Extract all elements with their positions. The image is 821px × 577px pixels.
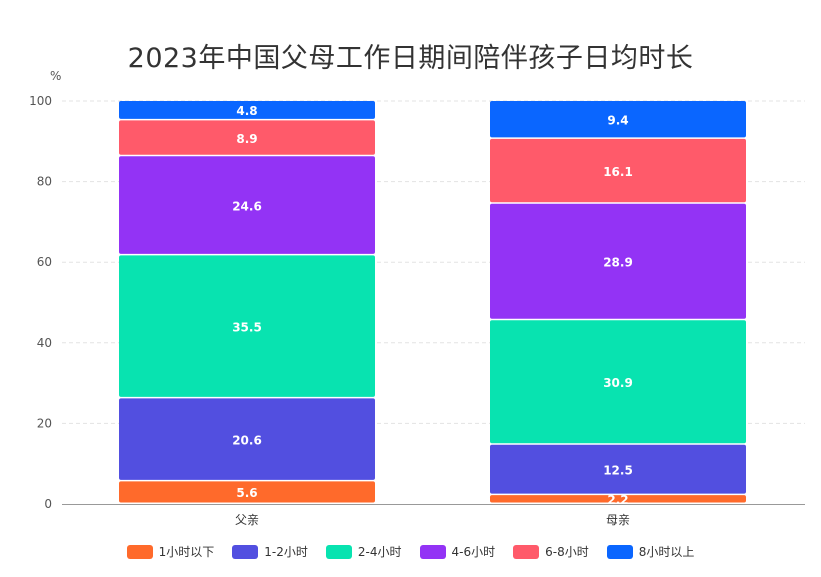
- data-label: 20.6: [232, 433, 262, 447]
- y-tick-label: 20: [37, 416, 52, 430]
- bar-segment: [490, 203, 746, 319]
- legend-swatch: [513, 544, 540, 559]
- legend-label: 2-4小时: [357, 545, 402, 559]
- bar-segment: [490, 101, 746, 138]
- bar-segment: [119, 156, 375, 254]
- legend-label: 1-2小时: [264, 545, 308, 559]
- y-tick-label: 100: [29, 94, 52, 108]
- y-tick-label: 80: [37, 175, 52, 189]
- data-label: 8.9: [236, 132, 257, 146]
- y-axis-unit-label: %: [50, 69, 61, 83]
- data-label: 16.1: [603, 165, 633, 179]
- legend-label: 4-6小时: [451, 545, 496, 559]
- legend-swatch: [606, 544, 633, 559]
- legend-label: 1小时以下: [158, 545, 215, 559]
- legend-swatch: [325, 544, 352, 559]
- legend-item[interactable]: 8小时以上: [606, 543, 695, 560]
- bar-segment: [490, 495, 746, 503]
- bar-segment: [119, 255, 375, 397]
- data-label: 5.6: [236, 486, 257, 500]
- legend-label: 8小时以上: [638, 545, 695, 559]
- bar-segment: [490, 320, 746, 444]
- data-label: 30.9: [603, 376, 633, 390]
- legend-swatch: [419, 544, 446, 559]
- data-label: 2.2: [607, 493, 628, 507]
- y-tick-label: 0: [44, 497, 52, 511]
- legend-swatch: [126, 544, 153, 559]
- bar-segment: [119, 398, 375, 480]
- bar-segment: [490, 444, 746, 494]
- x-tick-label: 父亲: [235, 513, 259, 527]
- y-tick-label: 40: [37, 336, 52, 350]
- legend-item[interactable]: 4-6小时: [419, 543, 496, 560]
- bar-segment: [119, 101, 375, 119]
- bar-segment: [490, 138, 746, 203]
- data-label: 9.4: [607, 113, 628, 127]
- legend-swatch: [232, 544, 259, 559]
- legend-label: 6-8小时: [545, 545, 589, 559]
- data-label: 24.6: [232, 199, 262, 213]
- y-tick-label: 60: [37, 255, 52, 269]
- bar-segment: [119, 120, 375, 155]
- legend-item[interactable]: 1小时以下: [126, 543, 215, 560]
- x-tick-label: 母亲: [606, 513, 630, 527]
- legend-item[interactable]: 2-4小时: [325, 543, 402, 560]
- data-label: 4.8: [236, 104, 257, 118]
- data-label: 12.5: [603, 463, 633, 477]
- data-label: 28.9: [603, 255, 633, 269]
- legend: 1小时以下 1-2小时 2-4小时 4-6小时 6-8小时 8小时以上: [0, 543, 821, 560]
- legend-item[interactable]: 1-2小时: [232, 543, 308, 560]
- bar-segment: [119, 481, 375, 503]
- legend-item[interactable]: 6-8小时: [513, 543, 589, 560]
- data-label: 35.5: [232, 320, 262, 334]
- chart-title: 2023年中国父母工作日期间陪伴孩子日均时长: [127, 43, 694, 74]
